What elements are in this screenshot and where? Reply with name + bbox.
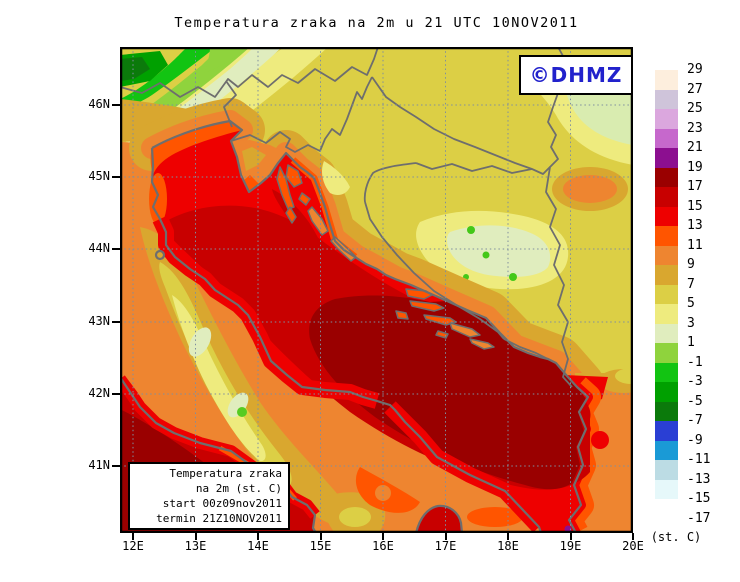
x-axis-tick	[632, 533, 634, 540]
y-axis-label: 43N	[88, 313, 110, 328]
legend-label: 21	[687, 140, 703, 155]
legend-swatch	[655, 89, 678, 110]
x-axis-label: 19E	[559, 539, 582, 553]
legend-label: 7	[687, 276, 695, 292]
map-svg	[120, 47, 633, 533]
x-axis-tick	[319, 533, 322, 540]
legend-swatch	[655, 128, 678, 149]
legend-swatch	[655, 265, 678, 285]
legend-label: -11	[687, 452, 711, 467]
legend-swatch	[655, 343, 678, 363]
dhmz-logo-text: ©DHMZ	[529, 63, 623, 87]
x-axis-label: 14E	[247, 539, 269, 553]
legend-swatch	[655, 362, 678, 383]
legend-label: 27	[687, 81, 703, 97]
x-axis-label: 13E	[184, 539, 207, 553]
legend-label: 23	[687, 120, 703, 136]
x-axis-label: 16E	[372, 539, 394, 553]
legend-label: 9	[687, 257, 695, 272]
legend-label: 1	[687, 335, 695, 350]
y-axis-label: 41N	[88, 458, 110, 472]
x-axis-tick	[507, 533, 509, 540]
map-area: ©DHMZ Temperatura zraka na 2m (st. C) st…	[120, 47, 633, 533]
legend-swatch	[655, 440, 678, 461]
x-axis-tick	[132, 533, 134, 540]
map-info-box: Temperatura zraka na 2m (st. C) start 00…	[128, 462, 290, 530]
legend-swatch	[655, 382, 678, 402]
y-axis-tick	[112, 320, 120, 323]
legend-swatch	[655, 304, 678, 324]
y-axis-label: 45N	[88, 169, 110, 184]
legend-label: 3	[687, 315, 695, 331]
info-line-variable: Temperatura zraka	[169, 467, 282, 480]
legend-swatch	[655, 323, 678, 344]
legend-label: -17	[687, 510, 711, 526]
legend-label: 25	[687, 101, 703, 116]
x-axis-label: 12E	[122, 539, 144, 553]
legend-label: 17	[687, 179, 703, 194]
x-axis-label: 18E	[497, 539, 519, 553]
legend-label: -9	[687, 432, 703, 448]
legend-label: -3	[687, 374, 703, 389]
legend-swatch	[655, 421, 678, 441]
legend-swatch	[655, 460, 678, 480]
legend-swatch	[655, 109, 678, 129]
page-title: Temperatura zraka na 2m u 21 UTC 10NOV20…	[174, 15, 579, 31]
legend-swatch	[655, 401, 678, 422]
dhmz-watermark: ©DHMZ	[519, 55, 633, 95]
x-axis-tick	[569, 533, 572, 540]
x-axis-label: 20E	[622, 539, 644, 553]
x-axis-tick	[444, 533, 447, 540]
legend-swatch	[655, 148, 678, 168]
y-axis-tick	[112, 465, 120, 467]
legend-label: -7	[687, 413, 703, 428]
y-axis-label: 44N	[88, 241, 110, 256]
legend-label: -5	[687, 393, 703, 409]
legend-unit-label: (st. C)	[650, 530, 702, 544]
legend-swatch	[655, 284, 678, 305]
legend-label: 29	[687, 62, 703, 77]
y-axis-label: 42N	[88, 385, 110, 400]
legend-swatch	[655, 167, 678, 188]
legend-swatch	[655, 70, 678, 90]
x-axis-label: 15E	[309, 539, 332, 553]
legend-swatch	[655, 479, 678, 500]
legend-label: 5	[687, 296, 695, 311]
x-axis-tick	[257, 533, 259, 540]
y-axis-tick	[112, 176, 120, 179]
y-axis-tick	[112, 248, 120, 251]
info-line-start: start 00z09nov2011	[162, 497, 282, 510]
legend-label: 15	[687, 198, 703, 214]
legend-swatch	[655, 499, 678, 519]
legend-label: -15	[687, 491, 711, 506]
x-axis-label: 17E	[434, 539, 457, 553]
x-axis-tick	[382, 533, 384, 540]
legend-label: 19	[687, 159, 703, 175]
y-axis-tick	[112, 392, 120, 395]
legend-swatch	[655, 226, 678, 246]
y-axis-label: 46N	[88, 97, 110, 111]
info-line-termin: termin 21Z10NOV2011	[156, 512, 282, 525]
legend-label: 11	[687, 237, 703, 253]
legend-label: -1	[687, 354, 703, 370]
legend-swatch	[655, 187, 678, 207]
legend-label: 13	[687, 218, 703, 233]
legend-swatch	[655, 245, 678, 266]
legend-swatch	[655, 206, 678, 227]
legend-label: -13	[687, 471, 711, 487]
info-line-level: na 2m (st. C)	[195, 482, 282, 495]
x-axis-tick	[194, 533, 197, 540]
y-axis-tick	[112, 104, 120, 106]
